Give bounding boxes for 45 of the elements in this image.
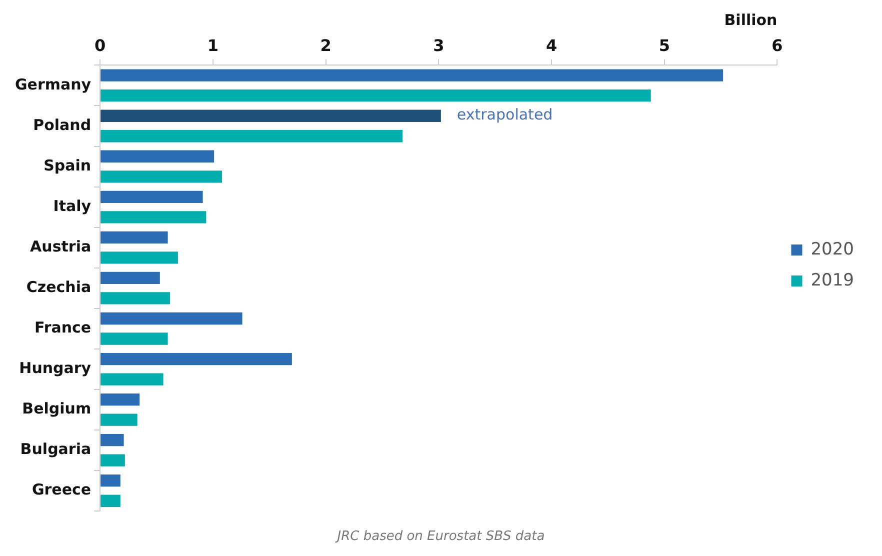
x-tick-label: 5 bbox=[658, 36, 670, 55]
bar bbox=[100, 454, 125, 466]
bar bbox=[100, 211, 206, 224]
y-tick-label: Hungary bbox=[19, 359, 92, 378]
x-tick-label: 0 bbox=[94, 36, 106, 55]
legend-label: 2020 bbox=[810, 239, 854, 260]
bar bbox=[100, 434, 124, 446]
bar bbox=[100, 69, 724, 82]
bar bbox=[100, 332, 168, 345]
legend-label: 2019 bbox=[810, 270, 854, 290]
text: JRC based on Eurostat SBS data bbox=[334, 529, 546, 544]
bar bbox=[100, 231, 168, 244]
x-tick-label: 2 bbox=[320, 36, 332, 55]
y-tick-label: Germany bbox=[15, 75, 92, 94]
y-tick-label: Greece bbox=[32, 480, 92, 499]
x-tick-label: 3 bbox=[433, 36, 444, 55]
x-tick-label: 4 bbox=[546, 36, 558, 55]
annotation: extrapolated bbox=[456, 106, 553, 124]
bar bbox=[100, 373, 164, 386]
x-axis-title: Billion bbox=[724, 10, 778, 29]
bar bbox=[100, 150, 214, 162]
y-tick-label: France bbox=[34, 318, 92, 337]
bar bbox=[100, 272, 160, 284]
y-tick-label: Poland bbox=[33, 116, 92, 134]
bar bbox=[100, 474, 120, 487]
bar bbox=[100, 494, 120, 507]
y-tick-label: Belgium bbox=[22, 400, 92, 418]
bar bbox=[100, 170, 222, 183]
bar bbox=[100, 292, 170, 304]
y-tick-label: Italy bbox=[53, 196, 92, 215]
y-tick-label: Czechia bbox=[26, 278, 92, 296]
x-tick-label: 1 bbox=[207, 36, 219, 55]
bar bbox=[100, 130, 403, 142]
bar bbox=[100, 312, 242, 325]
y-tick-label: Bulgaria bbox=[20, 440, 92, 458]
bar bbox=[100, 252, 178, 264]
y-tick-label: Austria bbox=[30, 237, 92, 256]
bar bbox=[100, 414, 138, 426]
bar bbox=[100, 352, 292, 366]
y-tick-label: Spain bbox=[44, 156, 92, 174]
bar bbox=[100, 110, 441, 122]
bar bbox=[100, 190, 203, 203]
bar bbox=[100, 90, 651, 102]
x-tick-label: 6 bbox=[772, 36, 783, 55]
bar bbox=[100, 393, 140, 406]
